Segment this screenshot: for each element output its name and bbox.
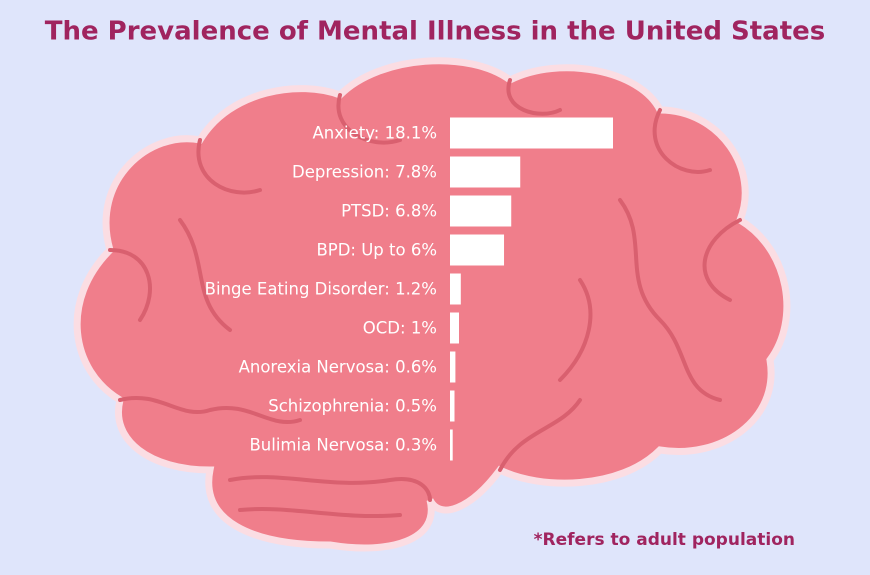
fold xyxy=(618,198,722,402)
category-label: Anorexia Nervosa: 0.6% xyxy=(239,358,437,377)
category-label: Anxiety: 18.1% xyxy=(313,124,438,143)
bar xyxy=(450,390,455,422)
fold xyxy=(238,506,402,519)
bar xyxy=(450,195,512,227)
bar xyxy=(450,273,461,305)
bar xyxy=(450,117,613,149)
fold xyxy=(196,138,262,195)
bar xyxy=(450,351,456,383)
fold xyxy=(178,218,232,332)
fold xyxy=(228,475,432,502)
bar xyxy=(450,429,453,461)
category-label: Binge Eating Disorder: 1.2% xyxy=(205,280,437,299)
category-label: Depression: 7.8% xyxy=(292,163,437,182)
bar xyxy=(450,234,505,266)
category-label: BPD: Up to 6% xyxy=(316,241,437,260)
category-label: PTSD: 6.8% xyxy=(341,202,437,221)
fold xyxy=(558,278,593,382)
footnote: *Refers to adult population xyxy=(534,530,795,550)
category-label: Schizophrenia: 0.5% xyxy=(268,397,437,416)
fold xyxy=(652,108,712,174)
bar xyxy=(450,156,521,188)
fold xyxy=(108,248,152,322)
fold xyxy=(118,396,302,424)
fold xyxy=(702,218,742,302)
fold xyxy=(336,93,402,145)
brain-illustration xyxy=(73,57,791,552)
chart-title: The Prevalence of Mental Illness in the … xyxy=(45,17,826,47)
category-label: Bulimia Nervosa: 0.3% xyxy=(249,436,437,455)
bar xyxy=(450,312,460,344)
category-label: OCD: 1% xyxy=(363,319,437,338)
fold xyxy=(506,78,562,116)
brain xyxy=(73,57,791,552)
fold xyxy=(498,398,582,472)
